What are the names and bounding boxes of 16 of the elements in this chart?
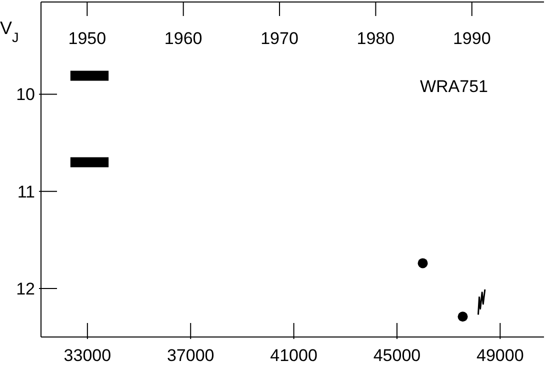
x-tick-label: 33000	[64, 346, 112, 365]
y-tick-label: 10	[16, 85, 35, 104]
annotation: WRA751	[420, 77, 488, 96]
y-tick-label: 11	[17, 182, 35, 202]
x2-tick-label: 1980	[356, 29, 395, 48]
x2-tick-label: 1990	[452, 29, 491, 48]
x2-tick-label: 1950	[68, 29, 106, 48]
x-tick-label: 41000	[270, 346, 318, 365]
x-tick-label: 45000	[373, 346, 421, 365]
x-tick-label: 37000	[166, 346, 214, 365]
x2-tick-label: 1960	[164, 29, 202, 48]
x-tick-label: 49000	[476, 346, 524, 365]
y-tick-label: 12	[16, 279, 35, 298]
x2-tick-label: 1970	[260, 29, 298, 48]
line-series	[477, 288, 486, 316]
y-axis-title: V$_{J}$	[0, 18, 19, 44]
